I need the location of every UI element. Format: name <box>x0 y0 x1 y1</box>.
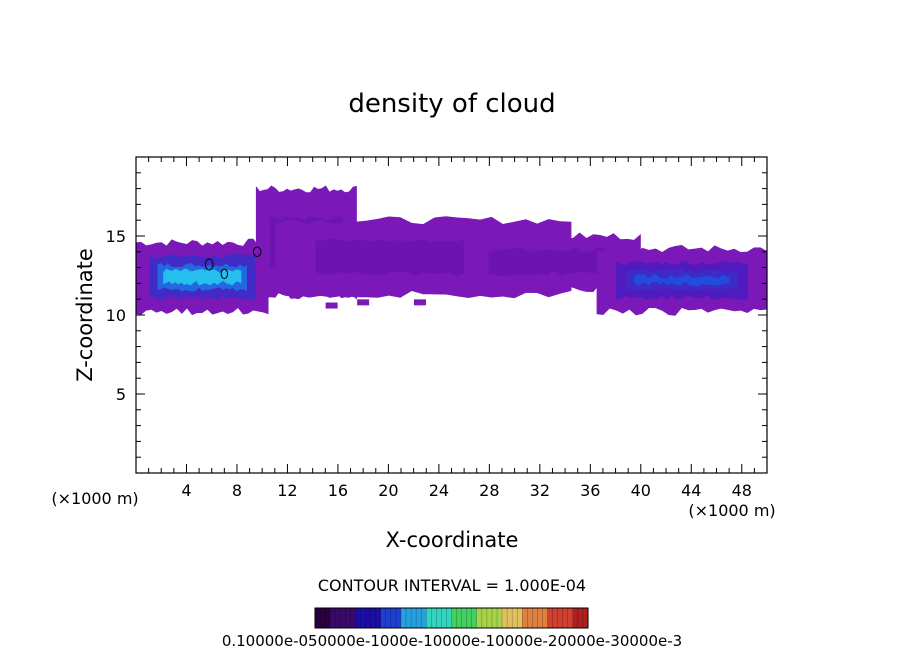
colorbar-segment <box>426 608 432 628</box>
colorbar-segment <box>360 608 367 628</box>
x-tick-labels: 4 8 12 16 20 24 28 32 36 40 44 48 <box>181 481 752 500</box>
colorbar-segment <box>390 608 397 628</box>
colorbar-segment <box>486 608 493 628</box>
x-tick-label: 20 <box>378 481 398 500</box>
colorbar-segment <box>330 608 336 628</box>
z-unit-label: (×1000 m) <box>51 489 138 508</box>
x-axis-label: X-coordinate <box>386 528 519 552</box>
colorbar-segment <box>476 608 483 628</box>
colorbar-segment <box>461 608 468 628</box>
contour-loop <box>220 268 228 280</box>
x-tick-label: 8 <box>232 481 242 500</box>
colorbar-segment <box>572 608 579 628</box>
y-tick-label: 5 <box>116 385 126 404</box>
colorbar-segment <box>340 608 346 628</box>
colorbar-segment <box>527 608 533 628</box>
x-unit-label: (×1000 m) <box>688 501 775 520</box>
colorbar-segment <box>471 608 478 628</box>
x-tick-label: 24 <box>429 481 449 500</box>
colorbar-segment <box>365 608 372 628</box>
contour-loop <box>204 258 214 271</box>
colorbar-segment <box>481 608 488 628</box>
colorbar-segment <box>547 608 554 628</box>
cloud-patch <box>325 302 338 309</box>
colorbar-segment <box>532 608 538 628</box>
chart-title: density of cloud <box>348 89 555 119</box>
y-tick-labels: 5 10 15 <box>106 227 126 404</box>
colorbar-segment <box>441 608 447 628</box>
x-tick-label: 4 <box>181 481 191 500</box>
colorbar-segment <box>385 608 392 628</box>
colorbar-segment <box>522 608 528 628</box>
cloud-band <box>163 268 242 286</box>
cloud-band <box>488 248 617 276</box>
colorbar-segment <box>350 608 356 628</box>
colorbar-frame <box>314 607 589 629</box>
colorbar-segment <box>512 608 518 628</box>
x-tick-label: 44 <box>681 481 701 500</box>
colorbar-segment <box>436 608 442 628</box>
x-tick-label: 32 <box>530 481 550 500</box>
colorbar-segment <box>411 608 417 628</box>
colorbar-segment <box>502 608 508 628</box>
colorbar-segment <box>552 608 559 628</box>
colorbar-segment <box>497 608 503 628</box>
colorbar <box>314 608 589 628</box>
x-tick-label: 12 <box>277 481 297 500</box>
colorbar-segment <box>315 608 321 628</box>
colorbar-segment <box>335 608 341 628</box>
cloud-contour-lines <box>204 246 262 280</box>
colorbar-segment <box>345 608 351 628</box>
x-tick-label: 16 <box>328 481 348 500</box>
y-tick-label: 10 <box>106 306 126 325</box>
cloud-patch <box>432 288 445 295</box>
colorbar-segment <box>582 608 589 628</box>
colorbar-segment <box>466 608 473 628</box>
colorbar-segment <box>557 608 564 628</box>
colorbar-segment <box>395 608 402 628</box>
colorbar-segment <box>416 608 422 628</box>
colorbar-segment <box>375 608 382 628</box>
colorbar-segment <box>431 608 437 628</box>
colorbar-segment <box>562 608 569 628</box>
cloud-band <box>634 274 730 287</box>
x-tick-label: 36 <box>580 481 600 500</box>
cloud-patch <box>413 299 426 306</box>
cloud-density-field <box>136 185 767 316</box>
colorbar-segment <box>456 608 463 628</box>
colorbar-segment <box>406 608 412 628</box>
colorbar-segment <box>577 608 584 628</box>
colorbar-segment <box>451 608 458 628</box>
y-axis-label: Z-coordinate <box>73 248 97 382</box>
cloud-patch <box>357 299 370 306</box>
colorbar-segment <box>370 608 377 628</box>
y-tick-label: 15 <box>106 227 126 246</box>
colorbar-segment <box>537 608 543 628</box>
colorbar-segment <box>491 608 498 628</box>
colorbar-labels: 0.10000e-050000e-1000e-10000e-10000e-200… <box>222 632 682 650</box>
colorbar-segment <box>421 608 427 628</box>
x-tick-label: 28 <box>479 481 499 500</box>
axis-ticks <box>136 157 767 473</box>
colorbar-segment <box>542 608 549 628</box>
colorbar-segment <box>320 608 326 628</box>
colorbar-segment <box>446 608 452 628</box>
contour-loop <box>252 246 262 258</box>
colorbar-segment <box>355 608 361 628</box>
x-tick-label: 48 <box>732 481 752 500</box>
colorbar-segment <box>400 608 407 628</box>
colorbar-segment <box>380 608 387 628</box>
x-tick-label: 40 <box>631 481 651 500</box>
contour-interval-label: CONTOUR INTERVAL = 1.000E-04 <box>318 576 586 595</box>
colorbar-segment <box>517 608 523 628</box>
colorbar-segment <box>567 608 574 628</box>
colorbar-segment <box>325 608 331 628</box>
colorbar-segment <box>507 608 513 628</box>
